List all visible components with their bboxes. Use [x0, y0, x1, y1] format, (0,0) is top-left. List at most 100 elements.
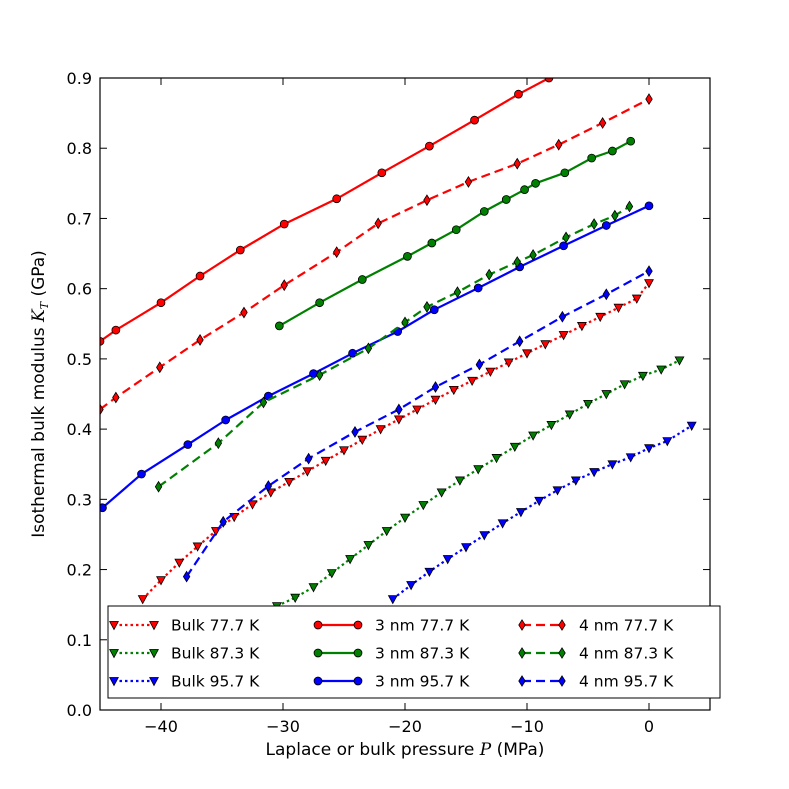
data-point: [564, 410, 575, 420]
series-line-4-nm-95-7-k: [185, 270, 650, 578]
data-point: [345, 555, 356, 565]
data-point: [583, 399, 593, 410]
data-point: [304, 452, 313, 465]
data-point: [348, 348, 357, 358]
data-point: [595, 312, 606, 323]
y-axis-label: Isothermal bulk modulus KT (GPa): [29, 250, 51, 538]
data-point: [475, 358, 484, 371]
data-point: [214, 437, 223, 450]
legend-entry-4-nm-95-7-k: 4 nm 95.7 K: [518, 673, 674, 691]
data-point: [607, 460, 618, 470]
data-point: [686, 421, 697, 431]
data-point: [454, 476, 465, 486]
data-point: [590, 218, 598, 230]
data-point: [631, 294, 642, 304]
data-point: [436, 488, 447, 498]
data-point: [598, 117, 607, 129]
data-point: [529, 249, 537, 261]
legend-entry-bulk-77-7-k: Bulk 77.7 K: [109, 617, 260, 635]
data-point: [280, 279, 288, 292]
data-point: [320, 456, 331, 467]
data-point: [613, 303, 624, 313]
legend-marker: [558, 619, 566, 631]
data-point: [608, 146, 617, 156]
legend-marker: [109, 677, 119, 687]
data-point: [587, 153, 597, 163]
x-tick-label: −40: [144, 717, 178, 736]
data-point: [570, 476, 581, 486]
data-point: [259, 396, 268, 409]
data-point: [427, 238, 437, 248]
series-line-3-nm-95-7-k: [101, 204, 650, 509]
data-point: [156, 361, 164, 374]
data-point: [485, 367, 496, 377]
legend-label: 4 nm 77.7 K: [579, 617, 674, 635]
data-point: [470, 115, 479, 125]
data-point: [364, 342, 373, 355]
data-point: [619, 380, 630, 390]
legend-label: Bulk 87.3 K: [171, 645, 260, 663]
data-point: [100, 336, 105, 346]
legend-label: 4 nm 95.7 K: [579, 673, 674, 691]
data-point: [332, 194, 342, 204]
data-point: [154, 480, 163, 493]
legend-marker: [149, 621, 159, 631]
data-point: [644, 279, 654, 289]
y-tick-label: 0.1: [67, 631, 92, 650]
data-point: [429, 305, 439, 315]
data-point: [576, 322, 587, 332]
data-point: [544, 78, 554, 83]
x-tick-label: 0: [644, 717, 654, 736]
data-point: [430, 395, 441, 405]
data-point: [247, 500, 258, 510]
series-line-bulk-95-7-k: [392, 424, 693, 600]
y-tick-label: 0.4: [67, 420, 92, 439]
legend-marker: [353, 676, 363, 686]
legend-marker: [149, 677, 159, 687]
data-point: [559, 241, 568, 251]
series-line-3-nm-87-3-k: [278, 140, 632, 327]
series-line-3-nm-77-7-k: [100, 78, 550, 343]
data-point: [558, 310, 567, 323]
y-tick-label: 0.9: [67, 69, 92, 88]
axis-ticks: −40 −30 −20 −10 0 0.0 0.1 0.2 0.3 0.4 0.5 0.6 0.7 0.8…: [67, 69, 710, 736]
data-point: [412, 405, 423, 415]
data-point: [284, 477, 295, 488]
y-tick-label: 0.7: [67, 209, 92, 228]
data-point: [393, 415, 404, 425]
data-point: [240, 306, 248, 319]
data-point: [418, 501, 429, 511]
data-point: [473, 465, 484, 475]
data-point: [448, 385, 459, 396]
legend-marker: [518, 647, 526, 659]
data-point: [308, 583, 319, 593]
series-line-4-nm-77-7-k: [100, 98, 650, 411]
legend-entry-4-nm-77-7-k: 4 nm 77.7 K: [518, 617, 674, 635]
data-point: [589, 468, 600, 478]
data-point: [363, 541, 374, 551]
data-point: [464, 176, 473, 188]
data-point: [644, 201, 654, 211]
series-4-nm-95-7-k: [182, 265, 653, 583]
data-point: [431, 381, 440, 393]
data-point: [528, 431, 539, 441]
data-point: [315, 298, 324, 308]
legend-entry-3-nm-95-7-k: 3 nm 95.7 K: [313, 673, 470, 691]
legend-marker: [313, 620, 323, 630]
data-point: [625, 200, 634, 213]
legend-marker: [518, 619, 526, 631]
data-point: [467, 376, 478, 387]
data-point: [562, 231, 570, 244]
data-point: [601, 390, 612, 400]
legend-label: Bulk 95.7 K: [171, 673, 260, 691]
data-point: [309, 369, 318, 378]
legend-entry-3-nm-87-3-k: 3 nm 87.3 K: [313, 645, 470, 663]
x-tick-label: −20: [388, 717, 422, 736]
data-point: [540, 340, 551, 350]
legend-marker: [109, 621, 119, 631]
data-point: [381, 527, 392, 537]
data-point: [377, 168, 387, 178]
data-point: [491, 454, 502, 464]
data-point: [534, 496, 545, 507]
